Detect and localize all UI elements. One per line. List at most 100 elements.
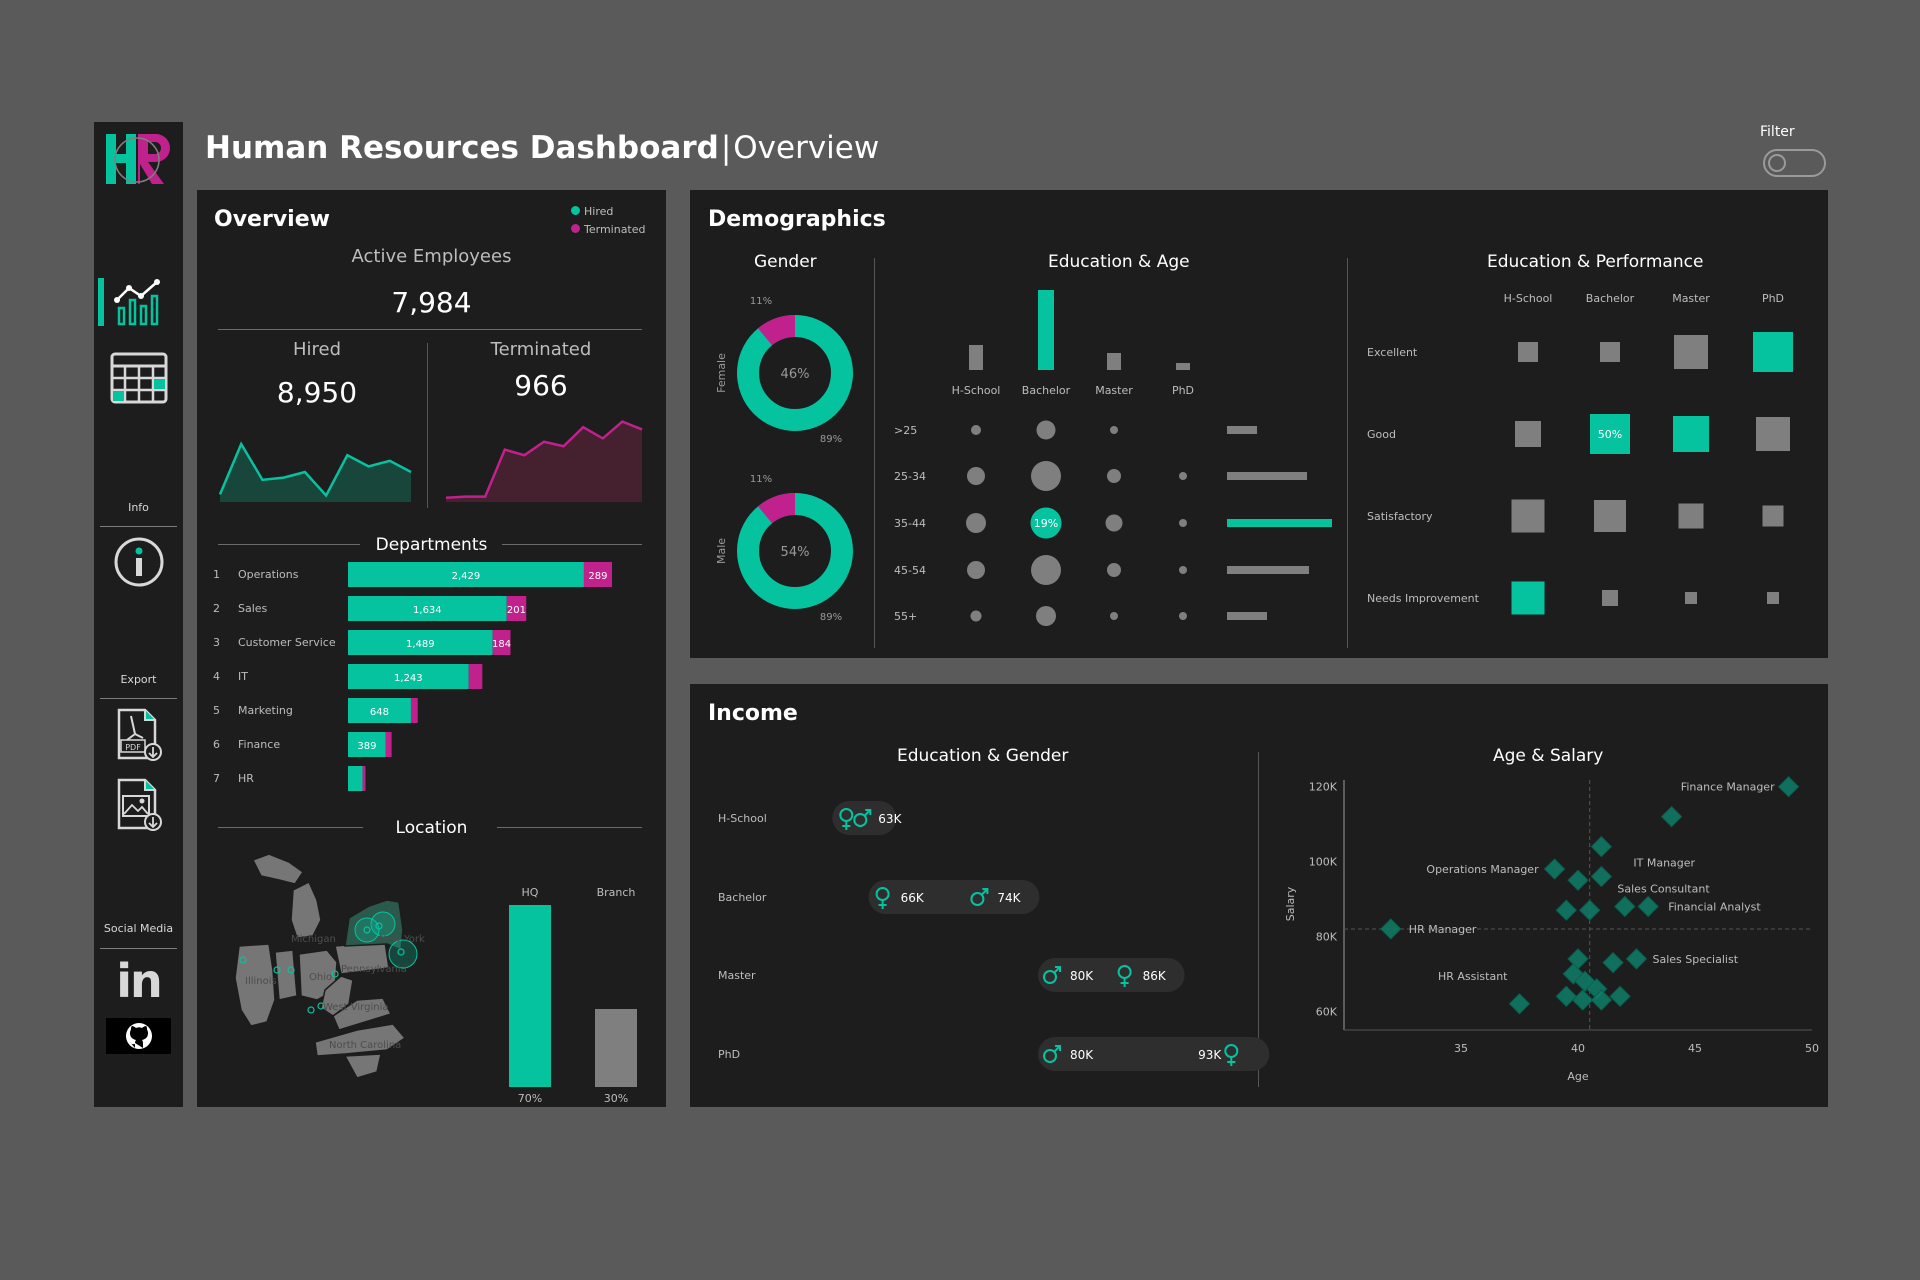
map-state-label: Illinois <box>245 976 277 987</box>
location-hub <box>370 911 396 937</box>
new-york-shape <box>344 899 404 952</box>
location-pin <box>331 970 339 978</box>
salary-tick-label: 120K <box>1309 781 1338 794</box>
income-education-label: Bachelor <box>718 891 767 904</box>
education-age-bubble <box>970 610 982 622</box>
education-age-bubble <box>967 467 985 485</box>
education-age-bubble <box>1030 507 1062 539</box>
female-icon <box>875 887 890 909</box>
linkedin-button[interactable]: in <box>94 952 183 1010</box>
male-icon-ring <box>1043 970 1057 984</box>
legend-hired: Hired <box>571 203 646 221</box>
salary-point-label: Sales Specialist <box>1653 953 1739 966</box>
salary-point <box>1508 993 1531 1015</box>
age-tick-label: 35 <box>1454 1042 1468 1055</box>
age-tick-label: 45 <box>1688 1042 1702 1055</box>
gender-hired-label: 89% <box>820 612 842 623</box>
gender-share-label: 54% <box>781 545 810 560</box>
income-title: Income <box>708 701 798 726</box>
export-pdf-button[interactable]: PDF <box>94 708 183 762</box>
income-value-label: 80K <box>1070 969 1094 983</box>
department-label: Marketing <box>238 704 293 717</box>
performance-cell <box>1511 581 1545 615</box>
performance-column-label: Master <box>1672 292 1710 305</box>
salary-point <box>1660 805 1683 828</box>
performance-column-label: Bachelor <box>1586 292 1635 305</box>
income-education-label: PhD <box>718 1048 740 1061</box>
salary-point <box>1543 858 1566 880</box>
education-age-bubble <box>1110 426 1118 434</box>
departments-rule-left <box>218 544 360 545</box>
location-pin <box>287 966 295 974</box>
performance-cell <box>1594 500 1626 532</box>
table-icon <box>110 352 167 404</box>
nav-table-button[interactable] <box>94 352 183 404</box>
salary-point <box>1567 869 1589 891</box>
performance-cell <box>1685 592 1697 604</box>
performance-cell-label: 50% <box>1598 428 1622 441</box>
male-icon-ring <box>1043 1049 1057 1063</box>
edu-age-divider <box>1347 258 1348 648</box>
location-hub <box>388 939 418 969</box>
gender-divider <box>874 258 875 648</box>
education-age-bubble <box>1179 519 1187 527</box>
salary-point <box>1380 918 1402 940</box>
salary-tick-label: 60K <box>1316 1005 1338 1018</box>
location-pin <box>397 948 405 956</box>
map-state-label: Michigan <box>291 934 336 945</box>
location-rule-left <box>218 827 363 828</box>
page-title: Human Resources Dashboard|Overview <box>205 130 879 166</box>
male-icon-ring <box>970 892 985 906</box>
department-hired-bar <box>348 664 469 689</box>
salary-point-label: HR Manager <box>1409 923 1477 936</box>
male-icon <box>1043 966 1061 984</box>
department-hired-value: 1,634 <box>413 605 442 616</box>
department-rank: 6 <box>213 738 220 751</box>
title-separator: | <box>720 130 732 166</box>
department-hired-value: 1,489 <box>406 639 435 650</box>
nav-dashboard-button[interactable] <box>94 278 183 326</box>
salary-point <box>1602 951 1624 974</box>
salary-axis-label: Salary <box>1284 886 1297 921</box>
education-age-row-label: >25 <box>894 424 917 437</box>
performance-row-label: Good <box>1367 428 1396 441</box>
male-icon <box>1043 1045 1061 1063</box>
gender-category-label: Female <box>715 353 728 393</box>
performance-cell <box>1678 503 1704 529</box>
location-bars: HQ 70% Branch 30% <box>509 886 637 1105</box>
salary-point <box>1574 970 1596 993</box>
pdf-label: PDF <box>125 743 141 752</box>
github-button[interactable] <box>106 1018 171 1054</box>
overview-panel: Overview Hired Terminated Active Employe… <box>197 190 666 1107</box>
education-performance-title: Education & Performance <box>1487 252 1704 272</box>
salary-point <box>1625 948 1648 970</box>
export-image-button[interactable] <box>94 778 183 832</box>
age-total-bar <box>1227 519 1332 527</box>
departments-title: Departments <box>375 535 488 555</box>
gender-hired-label: 89% <box>820 434 842 445</box>
department-hired-bar <box>348 766 363 791</box>
departments-chart: 1 Operations 2,429 289 2 Sales 1,634 201 3 Custom… <box>213 562 612 791</box>
department-label: HR <box>238 772 254 785</box>
performance-cell <box>1753 332 1793 372</box>
salary-point-label: Operations Manager <box>1426 863 1539 876</box>
department-label: Customer Service <box>238 636 336 649</box>
department-rank: 5 <box>213 704 220 717</box>
location-pin <box>363 926 371 934</box>
location-category-label: Branch <box>597 886 636 899</box>
education-age-bubble <box>971 425 981 435</box>
education-age-highlight-label: 19% <box>1034 517 1058 530</box>
github-icon <box>125 1023 152 1049</box>
gender-title: Gender <box>754 252 817 272</box>
department-hired-value: 389 <box>357 741 376 752</box>
filter-toggle[interactable] <box>1763 149 1826 177</box>
filter-label: Filter <box>1760 124 1795 140</box>
department-terminated-value: 289 <box>588 571 607 582</box>
department-rank: 4 <box>213 670 220 683</box>
info-button[interactable] <box>94 536 183 588</box>
performance-cell <box>1767 592 1779 604</box>
active-employees-value: 7,984 <box>391 286 472 319</box>
income-education-label: H-School <box>718 812 767 825</box>
department-label: Finance <box>238 738 280 751</box>
location-bar <box>595 1009 637 1087</box>
